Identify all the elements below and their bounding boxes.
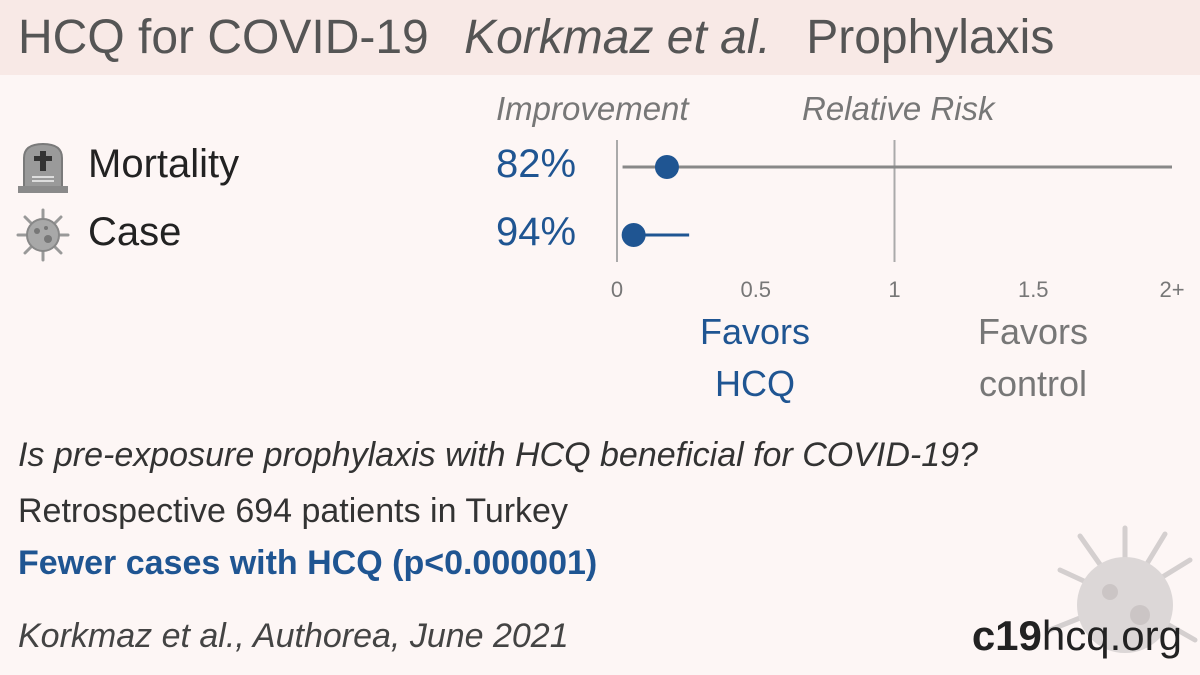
site-logo-bold: c19: [971, 612, 1042, 659]
favors-hcq-label: Favors HCQ: [655, 306, 855, 410]
title-study: Korkmaz et al.: [464, 11, 771, 64]
citation: Korkmaz et al., Authorea, June 2021: [18, 617, 569, 655]
virus-icon: [16, 208, 70, 267]
x-tick-label: 1: [888, 277, 900, 302]
effect-point: [654, 155, 679, 179]
site-logo: c19hcq.org: [972, 612, 1182, 660]
favors-control-line1: Favors: [977, 311, 1089, 352]
x-tick-label: 0.5: [740, 277, 771, 302]
effect-point: [621, 223, 646, 247]
x-tick-label: 1.5: [1018, 277, 1049, 302]
virus-watermark-icon: [1040, 520, 1200, 675]
outcome-mortality: Mortality: [88, 142, 240, 186]
site-logo-rest: hcq.org: [1041, 612, 1182, 659]
header-bar: [0, 0, 1200, 75]
improvement-mortality: 82%: [496, 142, 577, 186]
favors-control-label: Favors control: [933, 306, 1133, 410]
outcome-case: Case: [88, 210, 182, 254]
page-title: HCQ for COVID-19 Korkmaz et al. Prophyla…: [18, 10, 1076, 65]
relative-risk-header: Relative Risk: [802, 90, 995, 127]
title-type: Prophylaxis: [806, 11, 1055, 64]
study-finding: Fewer cases with HCQ (p<0.000001): [18, 544, 598, 582]
improvement-header: Improvement: [496, 90, 689, 127]
x-tick-label: 2+: [1159, 277, 1184, 302]
title-treatment: HCQ for COVID-19: [18, 11, 429, 64]
forest-plot: 0 0.5 1 1.5 2+: [611, 140, 1185, 302]
study-question: Is pre-exposure prophylaxis with HCQ ben…: [18, 436, 978, 474]
x-tick-label: 0: [611, 277, 623, 302]
favors-control-line2: control: [978, 363, 1088, 404]
improvement-case: 94%: [496, 210, 577, 254]
favors-hcq-line1: Favors: [699, 311, 811, 352]
tombstone-icon: [16, 140, 70, 199]
study-design: Retrospective 694 patients in Turkey: [18, 492, 568, 530]
favors-hcq-line2: HCQ: [715, 363, 795, 404]
